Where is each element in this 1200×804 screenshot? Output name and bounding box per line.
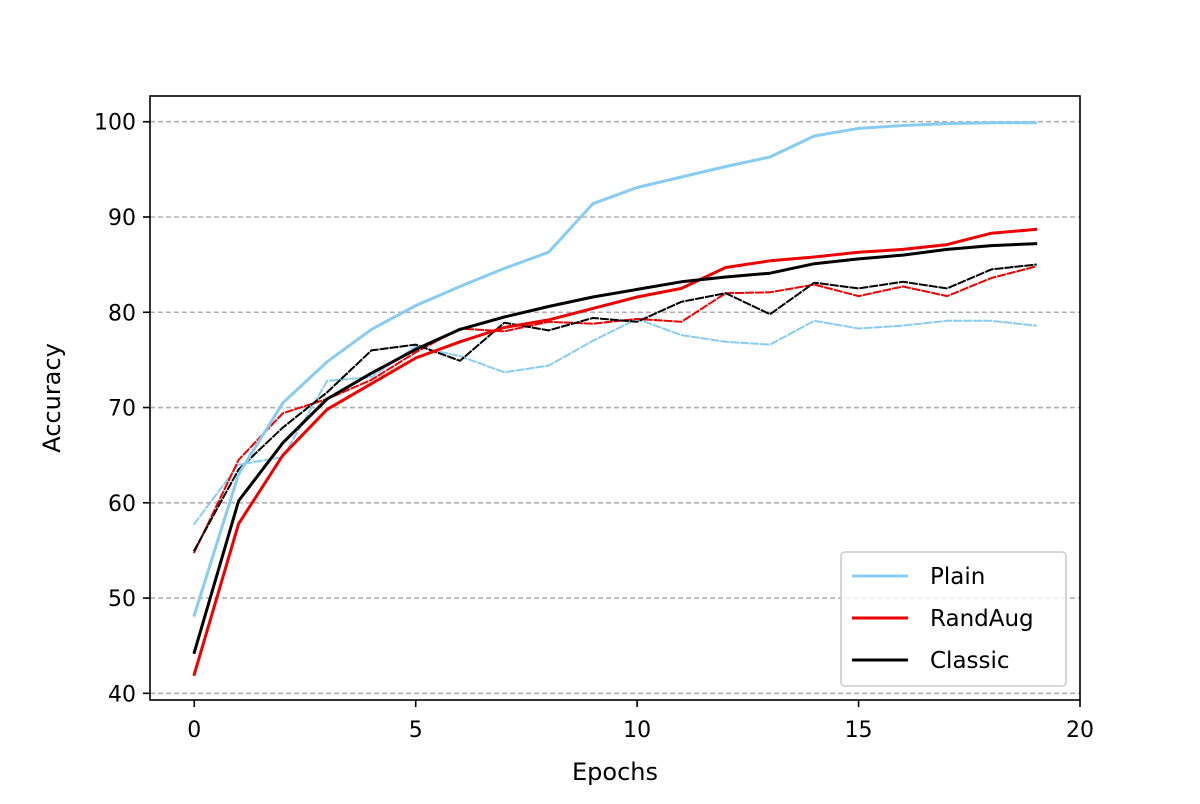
y-tick-label: 70 <box>108 397 136 422</box>
y-tick-label: 60 <box>108 492 136 517</box>
x-tick-label: 20 <box>1066 718 1094 743</box>
series-line-dashed <box>192 317 1037 526</box>
x-tick-label: 10 <box>623 718 651 743</box>
y-tick-label: 90 <box>108 206 136 231</box>
legend-label-randaug: RandAug <box>930 606 1034 632</box>
y-tick-label: 40 <box>108 682 136 707</box>
x-axis-label: Epochs <box>572 758 658 786</box>
series-line-plain <box>192 121 1038 618</box>
x-tick-label: 0 <box>187 718 201 743</box>
axis-ticks: 0 5 10 15 20 40 50 60 70 80 90 100 <box>94 111 1094 743</box>
series-line-randaug <box>192 227 1038 677</box>
y-tick-label: 50 <box>108 587 136 612</box>
x-tick-label: 5 <box>409 718 423 743</box>
y-tick-label: 80 <box>108 301 136 326</box>
series-line-dashed <box>192 265 1037 554</box>
y-tick-label: 100 <box>94 111 136 136</box>
x-tick-label: 15 <box>845 718 873 743</box>
series-line-classic <box>192 242 1038 655</box>
y-axis-label: Accuracy <box>38 343 66 453</box>
legend-label-plain: Plain <box>930 564 985 590</box>
legend-box <box>840 551 1067 687</box>
series-lines <box>192 121 1038 677</box>
plot-frame <box>149 95 1081 701</box>
legend-label-classic: Classic <box>930 648 1010 674</box>
gridlines <box>150 120 1080 695</box>
legend: Plain RandAug Classic <box>840 551 1067 687</box>
series-line-dashed <box>192 263 1037 552</box>
